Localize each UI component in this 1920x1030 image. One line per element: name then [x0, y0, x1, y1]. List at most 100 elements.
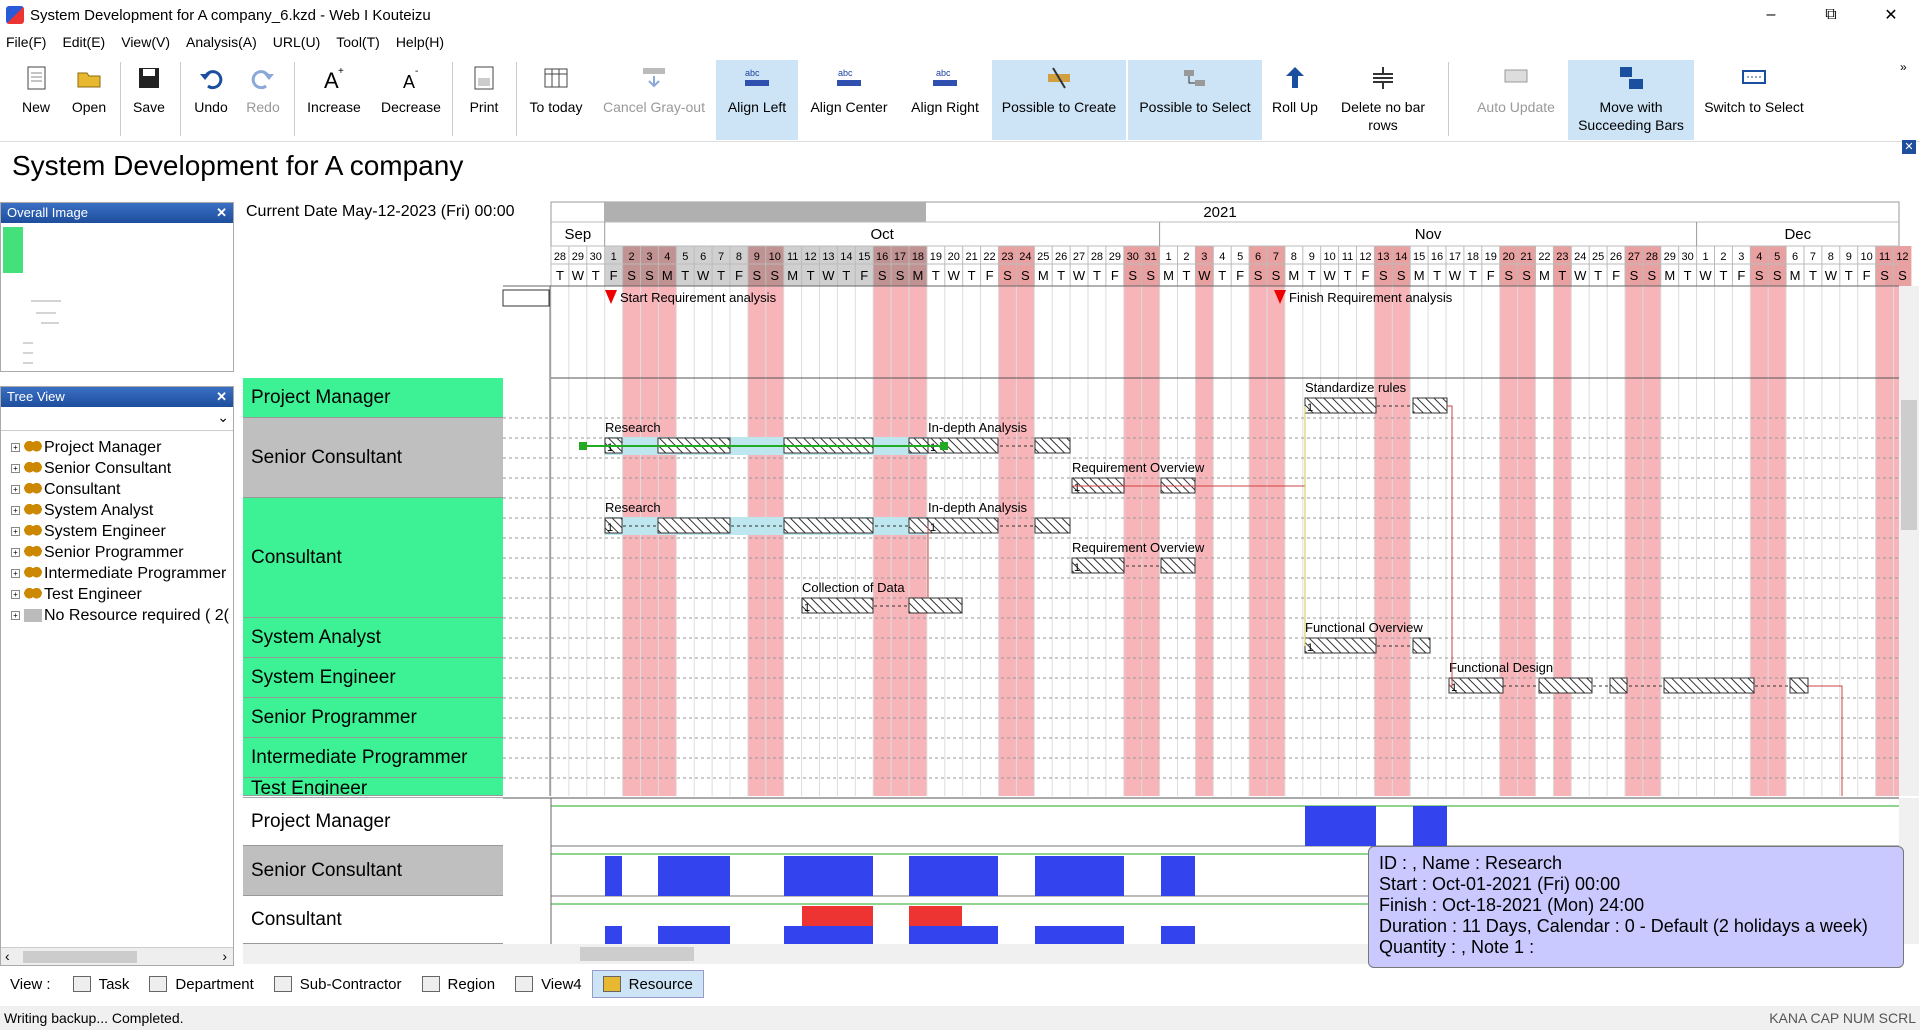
- tree-item[interactable]: + System Analyst: [1, 500, 233, 521]
- tree-item[interactable]: + Consultant: [1, 479, 233, 500]
- toolbar-overflow-icon[interactable]: »: [1900, 60, 1907, 74]
- tree-item[interactable]: + Project Manager: [1, 437, 233, 458]
- grayout-cell: [873, 246, 892, 286]
- expand-icon[interactable]: +: [11, 548, 20, 557]
- tree-item[interactable]: + Test Engineer: [1, 584, 233, 605]
- histogram-row-label[interactable]: Project Manager: [243, 798, 503, 846]
- weekday-label: T: [717, 268, 725, 283]
- tree-item[interactable]: + Senior Programmer: [1, 542, 233, 563]
- view-tab-view4[interactable]: View4: [505, 970, 592, 998]
- auto-update-button[interactable]: Auto Update: [1466, 60, 1566, 140]
- view-tab-department[interactable]: Department: [139, 970, 263, 998]
- undo-button[interactable]: Undo: [186, 60, 236, 140]
- resource-row-label[interactable]: Senior Consultant: [243, 418, 503, 498]
- menu-view[interactable]: View(V): [121, 34, 170, 50]
- redo-button[interactable]: Redo: [238, 60, 288, 140]
- day-number-label: 9: [754, 251, 760, 263]
- print-button[interactable]: Print: [458, 60, 510, 140]
- resource-row-label[interactable]: Project Manager: [243, 378, 503, 418]
- align-center-button[interactable]: abc Align Center: [804, 60, 894, 140]
- possible-to-select-button[interactable]: Possible to Select: [1128, 60, 1262, 140]
- tree-list: + Project Manager + Senior Consultant + Con…: [1, 431, 233, 626]
- tree-item[interactable]: + Senior Consultant: [1, 458, 233, 479]
- grayout-cell: [676, 246, 695, 286]
- expand-icon[interactable]: +: [11, 590, 20, 599]
- resource-row-label[interactable]: System Analyst: [243, 618, 503, 658]
- scroll-thumb[interactable]: [23, 951, 137, 963]
- dependency-link: [1447, 405, 1453, 687]
- new-button[interactable]: New: [10, 60, 62, 140]
- day-number-label: 18: [1467, 251, 1479, 263]
- delete-no-bar-rows-button[interactable]: Delete no bar rows: [1330, 60, 1436, 140]
- resource-row-label[interactable]: Test Engineer: [243, 778, 503, 796]
- close-pane-icon[interactable]: ✕: [1902, 140, 1916, 154]
- overview-thumbnail[interactable]: [1, 223, 233, 371]
- align-left-button[interactable]: abc Align Left: [716, 60, 798, 140]
- holiday-column: [1374, 286, 1393, 796]
- day-number-label: 27: [1628, 251, 1640, 263]
- expand-icon[interactable]: +: [11, 485, 20, 494]
- scroll-left-icon[interactable]: ‹: [5, 948, 10, 964]
- menu-tool[interactable]: Tool(T): [336, 34, 380, 50]
- menu-help[interactable]: Help(H): [395, 34, 445, 50]
- close-icon[interactable]: ✕: [216, 389, 227, 404]
- scroll-right-icon[interactable]: ›: [222, 948, 227, 964]
- menu-file[interactable]: File(F): [6, 34, 47, 50]
- weekday-label: S: [1254, 268, 1263, 283]
- open-button[interactable]: Open: [64, 60, 114, 140]
- save-button[interactable]: Save: [124, 60, 174, 140]
- tree-item[interactable]: + System Engineer: [1, 521, 233, 542]
- grayout-cell: [765, 246, 784, 286]
- weekday-label: M: [1414, 268, 1425, 283]
- histogram-row-label[interactable]: Consultant: [243, 896, 503, 944]
- day-number-label: 15: [1413, 251, 1425, 263]
- maximize-button[interactable]: ⧉: [1825, 6, 1837, 23]
- tree-filter-dropdown[interactable]: ⌄: [1, 407, 233, 431]
- histogram-row-label[interactable]: Senior Consultant: [243, 846, 503, 896]
- tree-item[interactable]: + Intermediate Programmer: [1, 563, 233, 584]
- view-tab-task[interactable]: Task: [63, 970, 140, 998]
- increase-button[interactable]: A + Increase: [307, 66, 361, 115]
- decrease-button[interactable]: A - Decrease: [381, 66, 441, 115]
- resource-row-label[interactable]: Consultant: [243, 498, 503, 618]
- possible-to-create-button[interactable]: Possible to Create: [992, 60, 1126, 140]
- resource-row-label[interactable]: System Engineer: [243, 658, 503, 698]
- menu-edit[interactable]: Edit(E): [62, 34, 106, 50]
- cancel-grayout-button[interactable]: Cancel Gray-out: [598, 60, 710, 140]
- move-with-succeeding-bars-button[interactable]: Move with Succeeding Bars: [1568, 60, 1694, 140]
- milestone-row-box: [502, 289, 550, 307]
- expand-icon[interactable]: +: [11, 527, 20, 536]
- overall-image-panel: Overall Image ✕: [0, 202, 234, 372]
- close-button[interactable]: ✕: [1884, 7, 1898, 24]
- weekday-label: T: [681, 268, 689, 283]
- bar-quantity-label: 1: [1307, 642, 1313, 654]
- weekday-label: S: [1021, 268, 1030, 283]
- align-right-button[interactable]: abc Align Right: [898, 60, 992, 140]
- holiday-header-cell: [998, 246, 1017, 286]
- view-tab-subcontractor[interactable]: Sub-Contractor: [264, 970, 412, 998]
- holiday-header-cell: [1642, 246, 1661, 286]
- menu-url[interactable]: URL(U): [272, 34, 321, 50]
- expand-icon[interactable]: +: [11, 611, 20, 620]
- minimize-button[interactable]: –: [1766, 6, 1776, 23]
- expand-icon[interactable]: +: [11, 443, 20, 452]
- switch-to-select-button[interactable]: Switch to Select: [1698, 60, 1810, 140]
- tree-item[interactable]: + No Resource required ( 2(: [1, 605, 233, 626]
- roll-up-button[interactable]: Roll Up: [1266, 60, 1324, 140]
- resource-row-label[interactable]: Senior Programmer: [243, 698, 503, 738]
- view-tab-region[interactable]: Region: [412, 970, 506, 998]
- view-tab-resource[interactable]: Resource: [591, 970, 704, 998]
- expand-icon[interactable]: +: [11, 464, 20, 473]
- resource-row-label[interactable]: Intermediate Programmer: [243, 738, 503, 778]
- people-icon: [24, 588, 42, 601]
- expand-icon[interactable]: +: [11, 506, 20, 515]
- menu-analysis[interactable]: Analysis(A): [186, 34, 257, 50]
- holiday-header-cell: [640, 246, 659, 286]
- tree-horizontal-scrollbar[interactable]: ‹ ›: [1, 947, 233, 965]
- to-today-button[interactable]: To today: [520, 60, 592, 140]
- expand-icon[interactable]: +: [11, 569, 20, 578]
- holiday-header-cell: [1517, 246, 1536, 286]
- close-icon[interactable]: ✕: [216, 205, 227, 220]
- weekday-label: T: [1684, 268, 1692, 283]
